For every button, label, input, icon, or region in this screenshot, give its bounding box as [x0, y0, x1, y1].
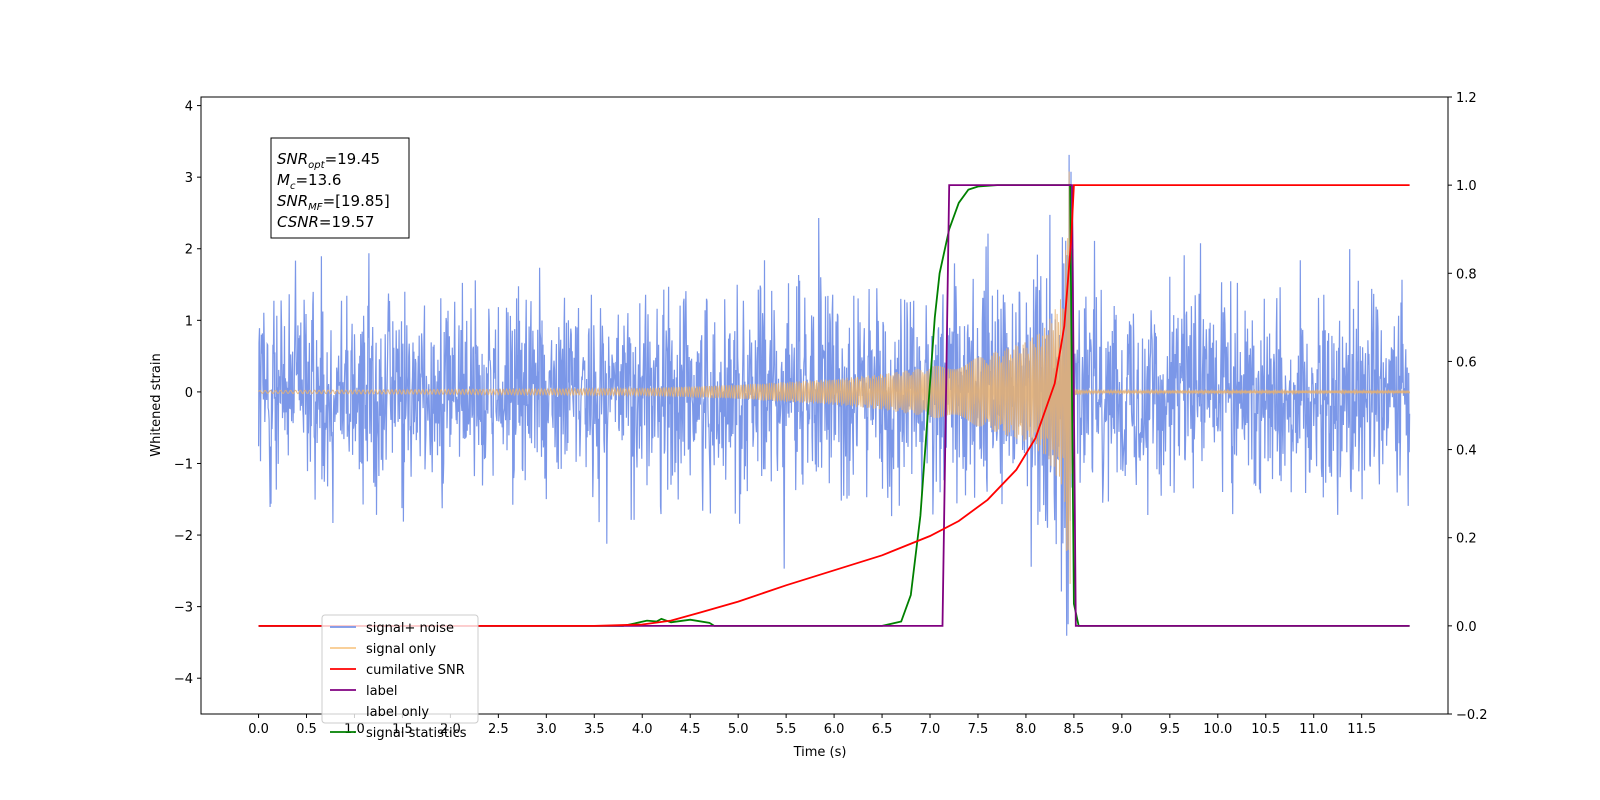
- x-tick-label: 5.5: [776, 722, 797, 737]
- y-tick-label: 1: [185, 314, 193, 329]
- x-tick-label: 8.0: [1016, 722, 1037, 737]
- y-tick-label: 0: [185, 386, 193, 401]
- y-right-tick-label: −0.2: [1456, 708, 1488, 723]
- y-tick-label: −1: [174, 457, 193, 472]
- annotation-box: SNRopt=19.45Mc=13.6SNRMF=[19.85]CSNR=19.…: [270, 137, 410, 239]
- series-signal-only-line: [258, 171, 1411, 584]
- legend-label: signal only: [366, 642, 436, 657]
- x-tick-label: 1.5: [392, 722, 413, 737]
- y-axis-ticks-left: −4 −3 −2 −1 0 1 2 3 4: [174, 100, 201, 687]
- annotation-line: SNRMF=[19.85]: [277, 192, 390, 213]
- y-right-tick-label: 0.8: [1456, 267, 1477, 282]
- x-tick-label: 10.5: [1251, 722, 1280, 737]
- x-tick-label: 5.0: [728, 722, 749, 737]
- x-tick-label: 9.5: [1159, 722, 1180, 737]
- y-right-tick-label: 1.2: [1456, 91, 1477, 106]
- y-tick-label: 4: [185, 100, 193, 115]
- series-cumilative-snr-line: [258, 184, 1410, 627]
- x-tick-label: 11.0: [1299, 722, 1328, 737]
- annotation-line: Mc=13.6: [277, 171, 341, 192]
- x-tick-label: 1.0: [344, 722, 365, 737]
- series-label-line: [258, 184, 1410, 627]
- y-tick-label: −3: [174, 601, 193, 616]
- legend-label: label only: [366, 705, 429, 720]
- y-axis-ticks-right: −0.2 0.0 0.2 0.4 0.6 0.8 1.0 1.2: [1448, 91, 1488, 723]
- x-tick-label: 7.5: [968, 722, 989, 737]
- x-tick-label: 4.5: [680, 722, 701, 737]
- x-tick-label: 0.5: [296, 722, 317, 737]
- legend-label: signal statistics: [366, 726, 467, 741]
- legend-label: label: [366, 684, 397, 699]
- x-tick-label: 9.0: [1112, 722, 1133, 737]
- y-right-tick-label: 0.6: [1456, 355, 1477, 370]
- legend-label: signal+ noise: [366, 621, 454, 636]
- y-right-tick-label: 0.4: [1456, 444, 1477, 459]
- x-tick-label: 6.0: [824, 722, 845, 737]
- y-tick-label: 2: [185, 243, 193, 258]
- x-tick-label: 4.0: [632, 722, 653, 737]
- x-tick-label: 2.5: [488, 722, 509, 737]
- x-tick-label: 10.0: [1203, 722, 1232, 737]
- legend-label: cumilative SNR: [366, 663, 465, 678]
- annotation-line: SNRopt=19.45: [277, 150, 380, 171]
- x-tick-label: 6.5: [872, 722, 893, 737]
- y-right-tick-label: 0.0: [1456, 620, 1477, 635]
- y-tick-label: −4: [174, 672, 193, 687]
- x-tick-label: 3.5: [584, 722, 605, 737]
- y-right-tick-label: 1.0: [1456, 179, 1477, 194]
- x-tick-label: 7.0: [920, 722, 941, 737]
- annotation-line: CSNR=19.57: [277, 213, 374, 231]
- axes-frame: [200, 96, 1449, 715]
- series-signal-plus-noise-line: [258, 154, 1411, 636]
- x-axis-ticks: 0.0 0.5 1.0 1.5 2.0 2.5 3.0 3.5 4.0 4.5 5.0 5.5 6.0 6…: [248, 714, 1376, 737]
- y-tick-label: 3: [185, 171, 193, 186]
- x-tick-label: 11.5: [1347, 722, 1376, 737]
- y-tick-label: −2: [174, 529, 193, 544]
- x-tick-label: 0.0: [248, 722, 269, 737]
- y-right-tick-label: 0.2: [1456, 532, 1477, 547]
- y-axis-label: Whitened strain: [149, 353, 164, 456]
- x-axis-label: Time (s): [793, 745, 847, 760]
- x-tick-label: 2.0: [440, 722, 461, 737]
- legend: signal+ noise signal only cumilative SNR la…: [321, 614, 479, 741]
- plot-area: [258, 154, 1411, 636]
- x-tick-label: 8.5: [1064, 722, 1085, 737]
- x-tick-label: 3.0: [536, 722, 557, 737]
